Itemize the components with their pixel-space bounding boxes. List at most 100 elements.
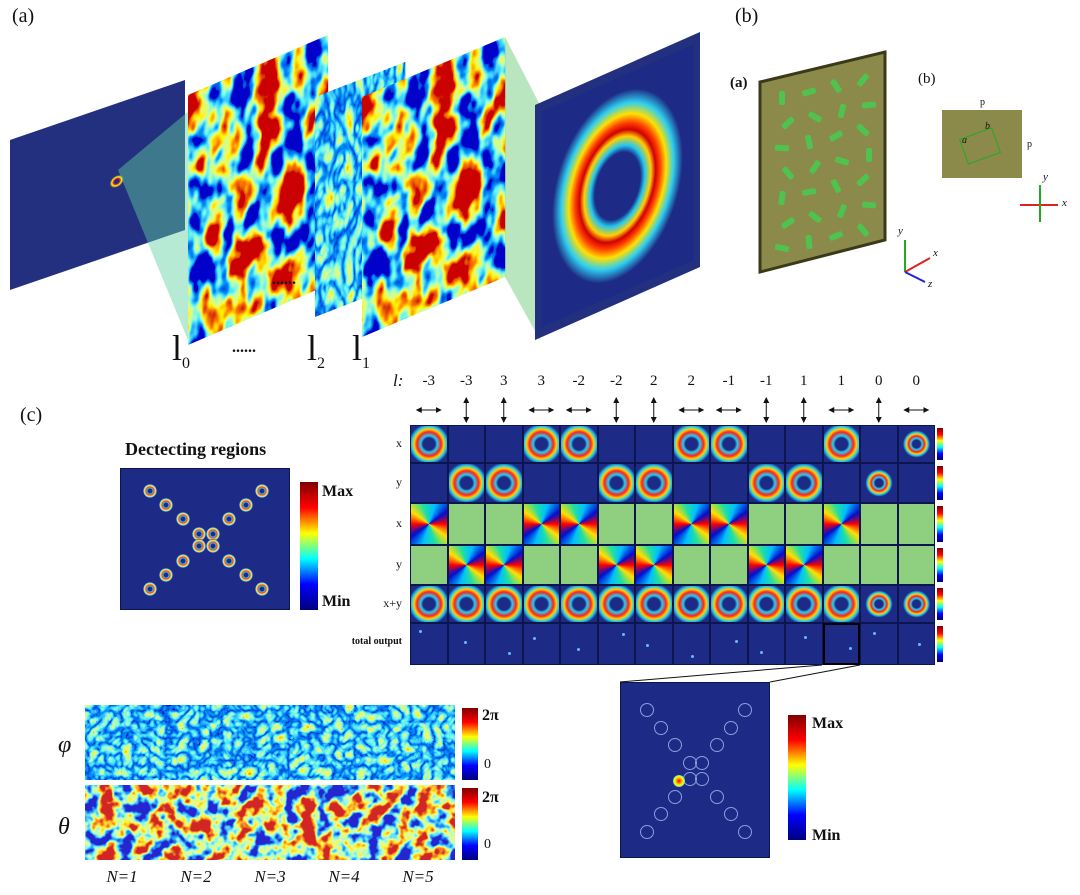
detector	[709, 789, 724, 804]
detector	[206, 526, 221, 541]
mini-colorbar	[937, 466, 943, 500]
phase-plane	[188, 34, 328, 345]
cell	[860, 463, 898, 503]
detector	[654, 807, 669, 822]
hot-spot	[673, 775, 685, 787]
cell	[897, 463, 935, 503]
sample-label: N=3	[254, 867, 286, 886]
cell	[785, 463, 823, 503]
detector	[206, 539, 221, 554]
nanorod	[801, 188, 817, 196]
cell	[485, 463, 523, 503]
plane-label: l1	[352, 330, 370, 372]
cell	[410, 463, 448, 503]
cell	[597, 503, 635, 545]
detector	[738, 703, 753, 718]
nanorod	[830, 179, 842, 193]
cell	[597, 463, 635, 503]
phase-symbol: θ	[58, 814, 70, 840]
cell	[897, 545, 935, 585]
mini-colorbar	[937, 506, 943, 542]
plane-label: l2	[307, 330, 325, 372]
nanorod	[808, 211, 822, 223]
cell	[447, 425, 485, 463]
plane-subscript: 0	[182, 355, 191, 373]
plane-label: l0	[172, 330, 190, 372]
detecting-map	[120, 468, 290, 610]
spot	[690, 655, 694, 658]
nanorods	[774, 73, 877, 253]
nanorod	[857, 73, 869, 87]
detector	[175, 553, 190, 568]
cell-label: p	[1027, 139, 1032, 150]
cell	[447, 503, 485, 545]
cell	[897, 425, 935, 463]
input-plane	[10, 79, 185, 290]
output-plane	[535, 31, 701, 340]
plane-subscript: 1	[362, 355, 371, 373]
detector	[222, 512, 237, 527]
cell	[560, 545, 598, 585]
highlight	[822, 623, 860, 665]
cell	[785, 585, 823, 623]
nanorod	[837, 203, 847, 219]
colorbar-min: Min	[322, 593, 351, 610]
cell	[747, 623, 785, 665]
zoom-line	[619, 664, 823, 683]
cell	[560, 623, 598, 665]
cell	[672, 585, 710, 623]
sample-label: N=5	[402, 867, 434, 886]
spot	[508, 652, 511, 655]
phase-symbol: φ	[58, 732, 72, 758]
spot	[463, 641, 467, 644]
cell	[747, 425, 785, 463]
cell-label: p	[980, 97, 985, 108]
cell	[447, 463, 485, 503]
metasurface	[758, 50, 887, 274]
colorbar-max: Max	[812, 715, 844, 732]
cell	[635, 425, 673, 463]
zoom-line	[769, 664, 861, 683]
detector	[191, 539, 206, 554]
l-value: 1	[800, 373, 808, 389]
cell	[522, 503, 560, 545]
cell-label: a	[962, 135, 967, 146]
cell	[860, 623, 898, 665]
l-value: 0	[912, 373, 921, 389]
l-header: l:	[393, 371, 404, 390]
polarization-arrows	[415, 397, 930, 423]
cell	[710, 503, 748, 545]
spot	[917, 643, 921, 646]
l-value: -3	[422, 373, 436, 389]
cell	[822, 545, 860, 585]
panel-label: (a)	[12, 5, 35, 27]
plane-symbol: ......	[232, 339, 256, 356]
detector	[143, 581, 158, 596]
spot	[621, 633, 625, 636]
detector	[238, 498, 253, 513]
cell	[710, 585, 748, 623]
cell	[560, 585, 598, 623]
cell	[710, 463, 748, 503]
detector	[639, 703, 654, 718]
detector	[723, 807, 738, 822]
colorbar-max: Max	[322, 483, 354, 500]
colorbar	[462, 788, 478, 860]
detector	[222, 553, 237, 568]
cell	[410, 585, 448, 623]
axis-label: x	[1062, 197, 1067, 209]
beam	[118, 110, 190, 345]
gap-marker: ......	[272, 271, 296, 288]
detector	[143, 484, 158, 498]
l-value: -3	[460, 373, 473, 389]
row-label: y	[396, 475, 402, 489]
mini-colorbar	[937, 588, 943, 620]
detector	[738, 824, 753, 839]
axes-3d	[904, 185, 1058, 283]
detector	[709, 738, 724, 753]
detector	[175, 512, 190, 527]
row-label: total output	[351, 636, 402, 647]
cell	[485, 503, 523, 545]
colorbar	[300, 482, 318, 610]
detector	[695, 756, 710, 771]
